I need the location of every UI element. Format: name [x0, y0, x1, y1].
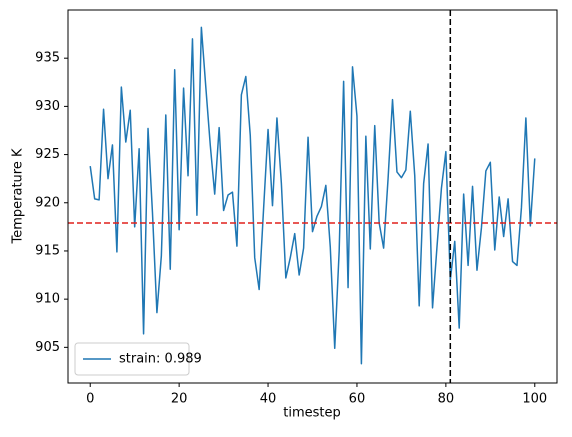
plot-frame — [67, 9, 558, 384]
y-tick-label: 910 — [35, 292, 60, 307]
x-tick-label: 60 — [349, 392, 366, 407]
x-tick-label: 0 — [86, 392, 94, 407]
x-axis-label: timestep — [283, 406, 341, 421]
y-tick-label: 915 — [35, 243, 60, 258]
y-tick-label: 920 — [35, 195, 60, 210]
y-axis-label: Temperature K — [11, 148, 26, 244]
x-tick-label: 100 — [522, 392, 547, 407]
y-tick-label: 905 — [35, 340, 60, 355]
x-tick-label: 80 — [438, 392, 455, 407]
data-line — [89, 26, 536, 365]
x-tick-label: 40 — [260, 392, 277, 407]
legend-box — [74, 342, 190, 376]
y-tick-label: 935 — [35, 51, 60, 66]
x-tick-label: 20 — [171, 392, 188, 407]
y-tick-label: 930 — [35, 99, 60, 114]
y-tick-label: 925 — [35, 147, 60, 162]
legend-label: strain: 0.989 — [119, 352, 202, 367]
